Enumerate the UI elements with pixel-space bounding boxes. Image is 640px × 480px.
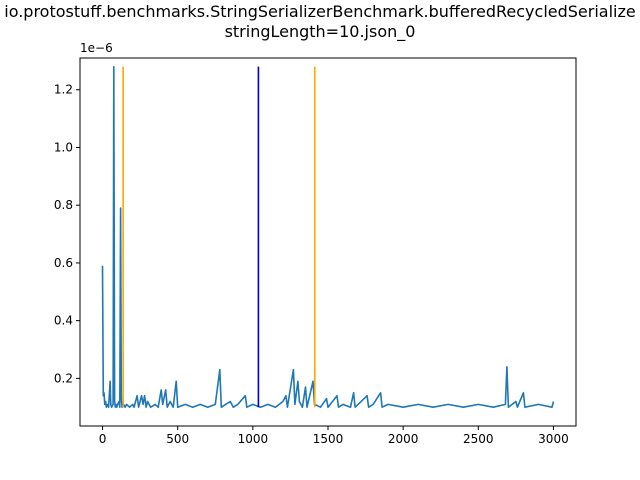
x-tick-label: 2000 <box>388 432 419 446</box>
y-tick-label: 0.8 <box>54 198 73 212</box>
chart-title-line-1: io.protostuff.benchmarks.StringSerialize… <box>4 2 636 21</box>
x-tick-label: 1500 <box>313 432 344 446</box>
x-tick-label: 0 <box>99 432 107 446</box>
series-line-0 <box>101 65 555 409</box>
x-tick-label: 500 <box>166 432 189 446</box>
y-tick-label: 0.4 <box>54 314 73 328</box>
y-tick-label: 0.2 <box>54 371 73 385</box>
series-layer <box>101 65 555 409</box>
y-tick-label: 1.0 <box>54 140 73 154</box>
x-tick-label: 2500 <box>463 432 494 446</box>
vertical-marker-layer <box>122 66 316 408</box>
chart-title: io.protostuff.benchmarks.StringSerialize… <box>0 2 640 42</box>
y-axis-offset-label: 1e−6 <box>80 41 113 55</box>
y-axis: 0.2 0.4 0.6 0.8 1.0 1.2 <box>54 83 80 385</box>
axes-frame <box>79 57 577 427</box>
y-tick-label: 0.6 <box>54 256 73 270</box>
x-tick-label: 1000 <box>238 432 269 446</box>
chart-title-line-2: stringLength=10.json_0 <box>224 22 416 41</box>
x-axis: 0 500 1000 1500 2000 2500 3000 <box>99 426 569 446</box>
y-tick-label: 1.2 <box>54 83 73 97</box>
x-tick-label: 3000 <box>538 432 569 446</box>
